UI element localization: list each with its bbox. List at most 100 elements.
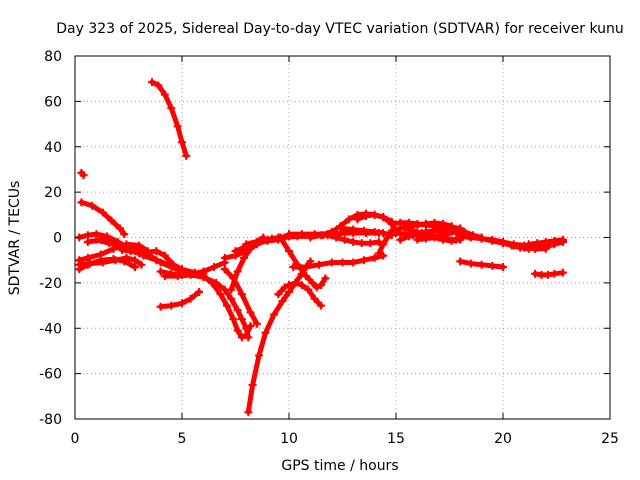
data-point xyxy=(297,281,306,290)
data-point xyxy=(413,235,422,244)
trace-arc-21 xyxy=(274,278,326,310)
trace-arc-07 xyxy=(75,255,139,274)
data-point xyxy=(169,260,178,269)
data-point xyxy=(466,233,475,242)
data-point xyxy=(173,272,182,281)
data-point xyxy=(379,251,388,260)
data-point xyxy=(499,262,507,271)
y-tick-label: 40 xyxy=(44,140,62,156)
data-point xyxy=(289,262,298,271)
data-point xyxy=(261,328,270,337)
data-point xyxy=(327,258,336,267)
data-point xyxy=(477,260,486,269)
y-axis-label: SDTVAR / TECUs xyxy=(7,181,23,296)
data-point xyxy=(285,287,293,296)
x-tick-label: 25 xyxy=(601,431,619,447)
data-point xyxy=(409,226,418,235)
data-point xyxy=(443,230,452,239)
trace-line xyxy=(190,271,253,340)
data-point xyxy=(550,269,559,278)
data-point xyxy=(374,249,383,258)
data-point xyxy=(439,235,448,244)
data-point xyxy=(507,241,516,250)
data-point xyxy=(297,230,306,239)
data-point xyxy=(304,285,313,294)
data-point xyxy=(417,228,426,237)
data-point xyxy=(362,211,371,220)
data-point xyxy=(366,239,375,248)
data-point xyxy=(488,235,497,244)
data-point xyxy=(302,272,311,281)
data-point xyxy=(137,260,146,269)
data-point xyxy=(188,269,197,278)
y-tick-label: 80 xyxy=(44,49,62,65)
data-point xyxy=(79,171,88,180)
data-point xyxy=(317,301,326,310)
trace-line xyxy=(402,225,485,240)
data-point xyxy=(396,235,405,244)
trace-arc-39 xyxy=(524,235,567,249)
data-point xyxy=(531,269,540,278)
data-point xyxy=(120,257,129,266)
data-point xyxy=(244,408,253,417)
data-point xyxy=(558,235,567,244)
data-point xyxy=(267,234,276,243)
data-point xyxy=(233,306,242,315)
y-tick-label: 60 xyxy=(44,94,62,110)
data-point xyxy=(186,294,195,303)
data-point xyxy=(167,301,176,310)
x-tick-label: 5 xyxy=(178,431,187,447)
data-point xyxy=(246,308,255,317)
data-point xyxy=(456,232,465,241)
data-point xyxy=(379,228,388,237)
data-point xyxy=(83,253,92,262)
x-tick-labels: 0 5 10 15 20 25 xyxy=(71,431,619,447)
data-point xyxy=(338,224,347,233)
data-point xyxy=(156,267,165,276)
data-point xyxy=(83,260,92,269)
data-point xyxy=(195,287,204,296)
y-tick-labels: -80 -60 -40 -20 0 20 40 60 80 xyxy=(39,49,62,428)
data-point xyxy=(216,290,225,299)
data-point xyxy=(92,235,101,244)
data-point xyxy=(182,151,191,160)
data-point xyxy=(233,267,242,276)
data-point xyxy=(439,219,448,228)
data-point xyxy=(173,122,182,131)
data-point xyxy=(178,138,186,147)
data-point xyxy=(550,236,559,245)
trace-arc-12 xyxy=(156,287,204,311)
data-point xyxy=(242,240,251,249)
data-point xyxy=(160,90,169,99)
data-point xyxy=(387,226,396,235)
trace-arc-41 xyxy=(531,268,567,279)
data-point xyxy=(248,380,257,389)
data-point xyxy=(237,315,246,324)
data-point xyxy=(308,278,317,287)
y-tick-label: 0 xyxy=(53,231,62,247)
data-point xyxy=(310,294,319,303)
data-point xyxy=(477,234,486,243)
data-point xyxy=(126,247,135,256)
data-point xyxy=(278,297,287,306)
data-point xyxy=(421,219,430,228)
data-point xyxy=(338,258,347,267)
data-point xyxy=(160,251,169,260)
data-point xyxy=(77,198,86,207)
data-point xyxy=(558,268,567,277)
trace-arc-01 xyxy=(77,168,88,180)
data-point xyxy=(237,333,246,342)
data-point xyxy=(83,238,92,247)
data-point xyxy=(302,262,311,271)
data-point xyxy=(349,225,358,234)
data-point xyxy=(156,258,165,267)
data-point xyxy=(456,257,465,266)
data-point xyxy=(242,331,251,340)
data-point xyxy=(370,210,379,219)
x-axis-label: GPS time / hours xyxy=(281,458,398,474)
data-point xyxy=(118,245,127,254)
axis-ticks xyxy=(74,55,611,420)
data-point xyxy=(227,285,236,294)
data-point xyxy=(152,247,161,256)
trace-arc-10 xyxy=(118,245,186,274)
